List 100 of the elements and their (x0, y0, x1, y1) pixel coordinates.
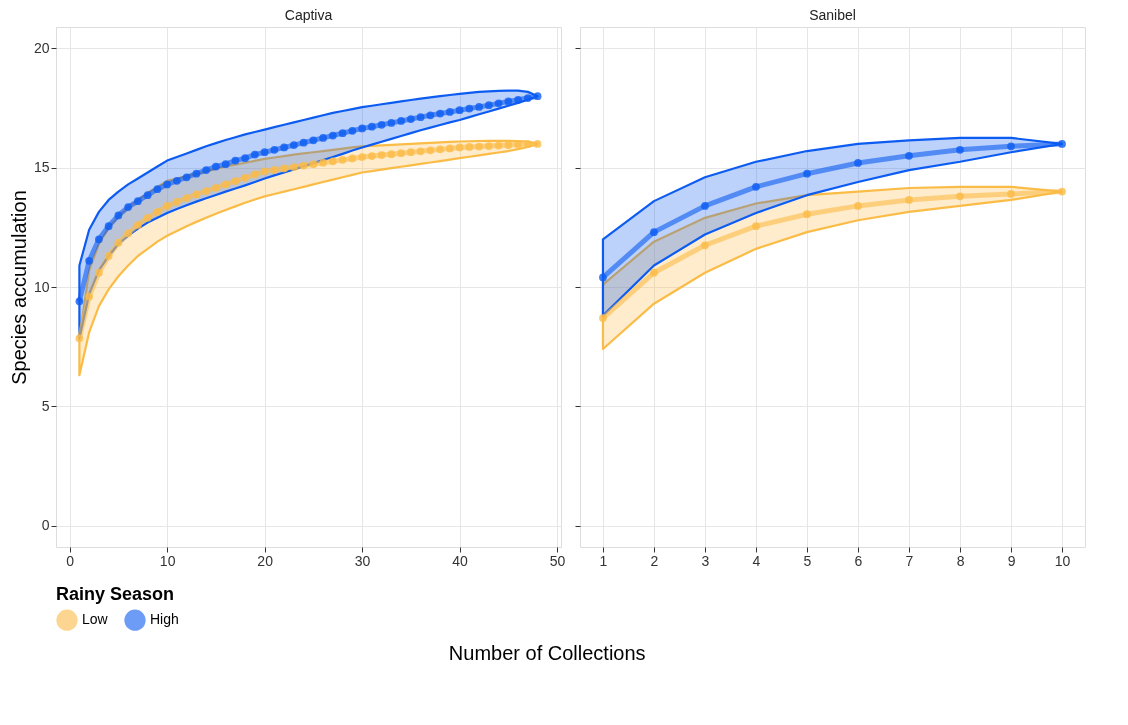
point (1058, 140, 1066, 148)
point (484, 101, 493, 110)
point (231, 177, 240, 185)
x-tick-label: 3 (701, 552, 710, 569)
point (348, 154, 357, 163)
point (752, 182, 760, 191)
x-tick-label: 20 (257, 552, 274, 569)
point (455, 106, 464, 115)
point (95, 235, 103, 244)
point (338, 156, 347, 164)
point (416, 147, 425, 156)
point (85, 256, 94, 265)
point (436, 145, 444, 154)
x-axis-title: Number of Collections (448, 641, 646, 664)
point (280, 143, 288, 152)
point (348, 126, 357, 135)
point (212, 183, 220, 192)
y-tick-label: 15 (33, 159, 50, 176)
y-tick-label: 20 (33, 39, 50, 56)
point (905, 151, 913, 160)
y-tick-label: 5 (41, 397, 50, 414)
point (368, 122, 376, 131)
point (514, 95, 522, 104)
x-tick-label: 6 (854, 552, 863, 569)
point (494, 99, 503, 108)
point (905, 196, 913, 204)
x-tick-label: 5 (803, 552, 812, 569)
point (251, 170, 259, 179)
point (1007, 190, 1015, 198)
point (251, 150, 259, 159)
x-tick-label: 30 (354, 552, 371, 569)
point (163, 202, 172, 210)
point (260, 167, 269, 176)
point (319, 158, 327, 167)
point (202, 187, 211, 195)
point (484, 142, 493, 150)
point (504, 97, 513, 106)
point (221, 160, 230, 169)
point (426, 111, 435, 120)
point (270, 166, 279, 174)
point (533, 140, 542, 148)
point (319, 134, 327, 142)
point (599, 314, 607, 322)
point (1058, 187, 1066, 196)
point (299, 138, 308, 147)
point (173, 176, 181, 185)
point (163, 180, 172, 189)
point (465, 143, 474, 151)
point (358, 124, 366, 133)
x-tick-label: 10 (159, 552, 176, 569)
point (280, 164, 288, 173)
point (650, 228, 658, 236)
point (124, 229, 133, 238)
point (231, 156, 240, 165)
legend-title: Rainy Season (56, 584, 175, 604)
point (182, 194, 191, 202)
x-tick-label: 4 (752, 552, 761, 569)
legend-label: High (150, 611, 179, 628)
point (523, 94, 532, 102)
point (494, 141, 503, 150)
point (599, 273, 607, 282)
point (270, 145, 279, 154)
point (650, 268, 658, 277)
x-tick-label: 9 (1007, 552, 1016, 569)
point (75, 334, 84, 343)
point (406, 115, 415, 123)
x-tick-label: 10 (1054, 552, 1071, 569)
point (153, 208, 162, 216)
point (329, 131, 337, 140)
legend-label: Low (82, 611, 109, 628)
point (455, 143, 464, 152)
point (299, 161, 308, 170)
point (387, 150, 396, 158)
x-tick-label: 2 (650, 552, 659, 569)
y-axis-title: Species accumulation (7, 190, 30, 385)
point (329, 157, 337, 166)
point (445, 144, 454, 153)
point (416, 113, 425, 122)
x-tick-label: 50 (549, 552, 566, 569)
point (803, 210, 811, 219)
point (85, 292, 94, 301)
y-tick-label: 10 (33, 278, 50, 295)
point (426, 146, 435, 155)
point (202, 166, 211, 174)
point (387, 119, 396, 127)
point (75, 297, 84, 306)
point (134, 197, 142, 205)
point (956, 192, 964, 201)
point (143, 213, 152, 222)
point (212, 162, 220, 171)
point (436, 109, 444, 118)
point (241, 173, 249, 182)
point (465, 104, 474, 113)
point (752, 222, 760, 231)
point (854, 159, 862, 167)
point (309, 136, 318, 145)
point (803, 169, 811, 178)
point (192, 169, 201, 178)
point (124, 203, 133, 211)
y-tick-label: 0 (41, 517, 50, 534)
